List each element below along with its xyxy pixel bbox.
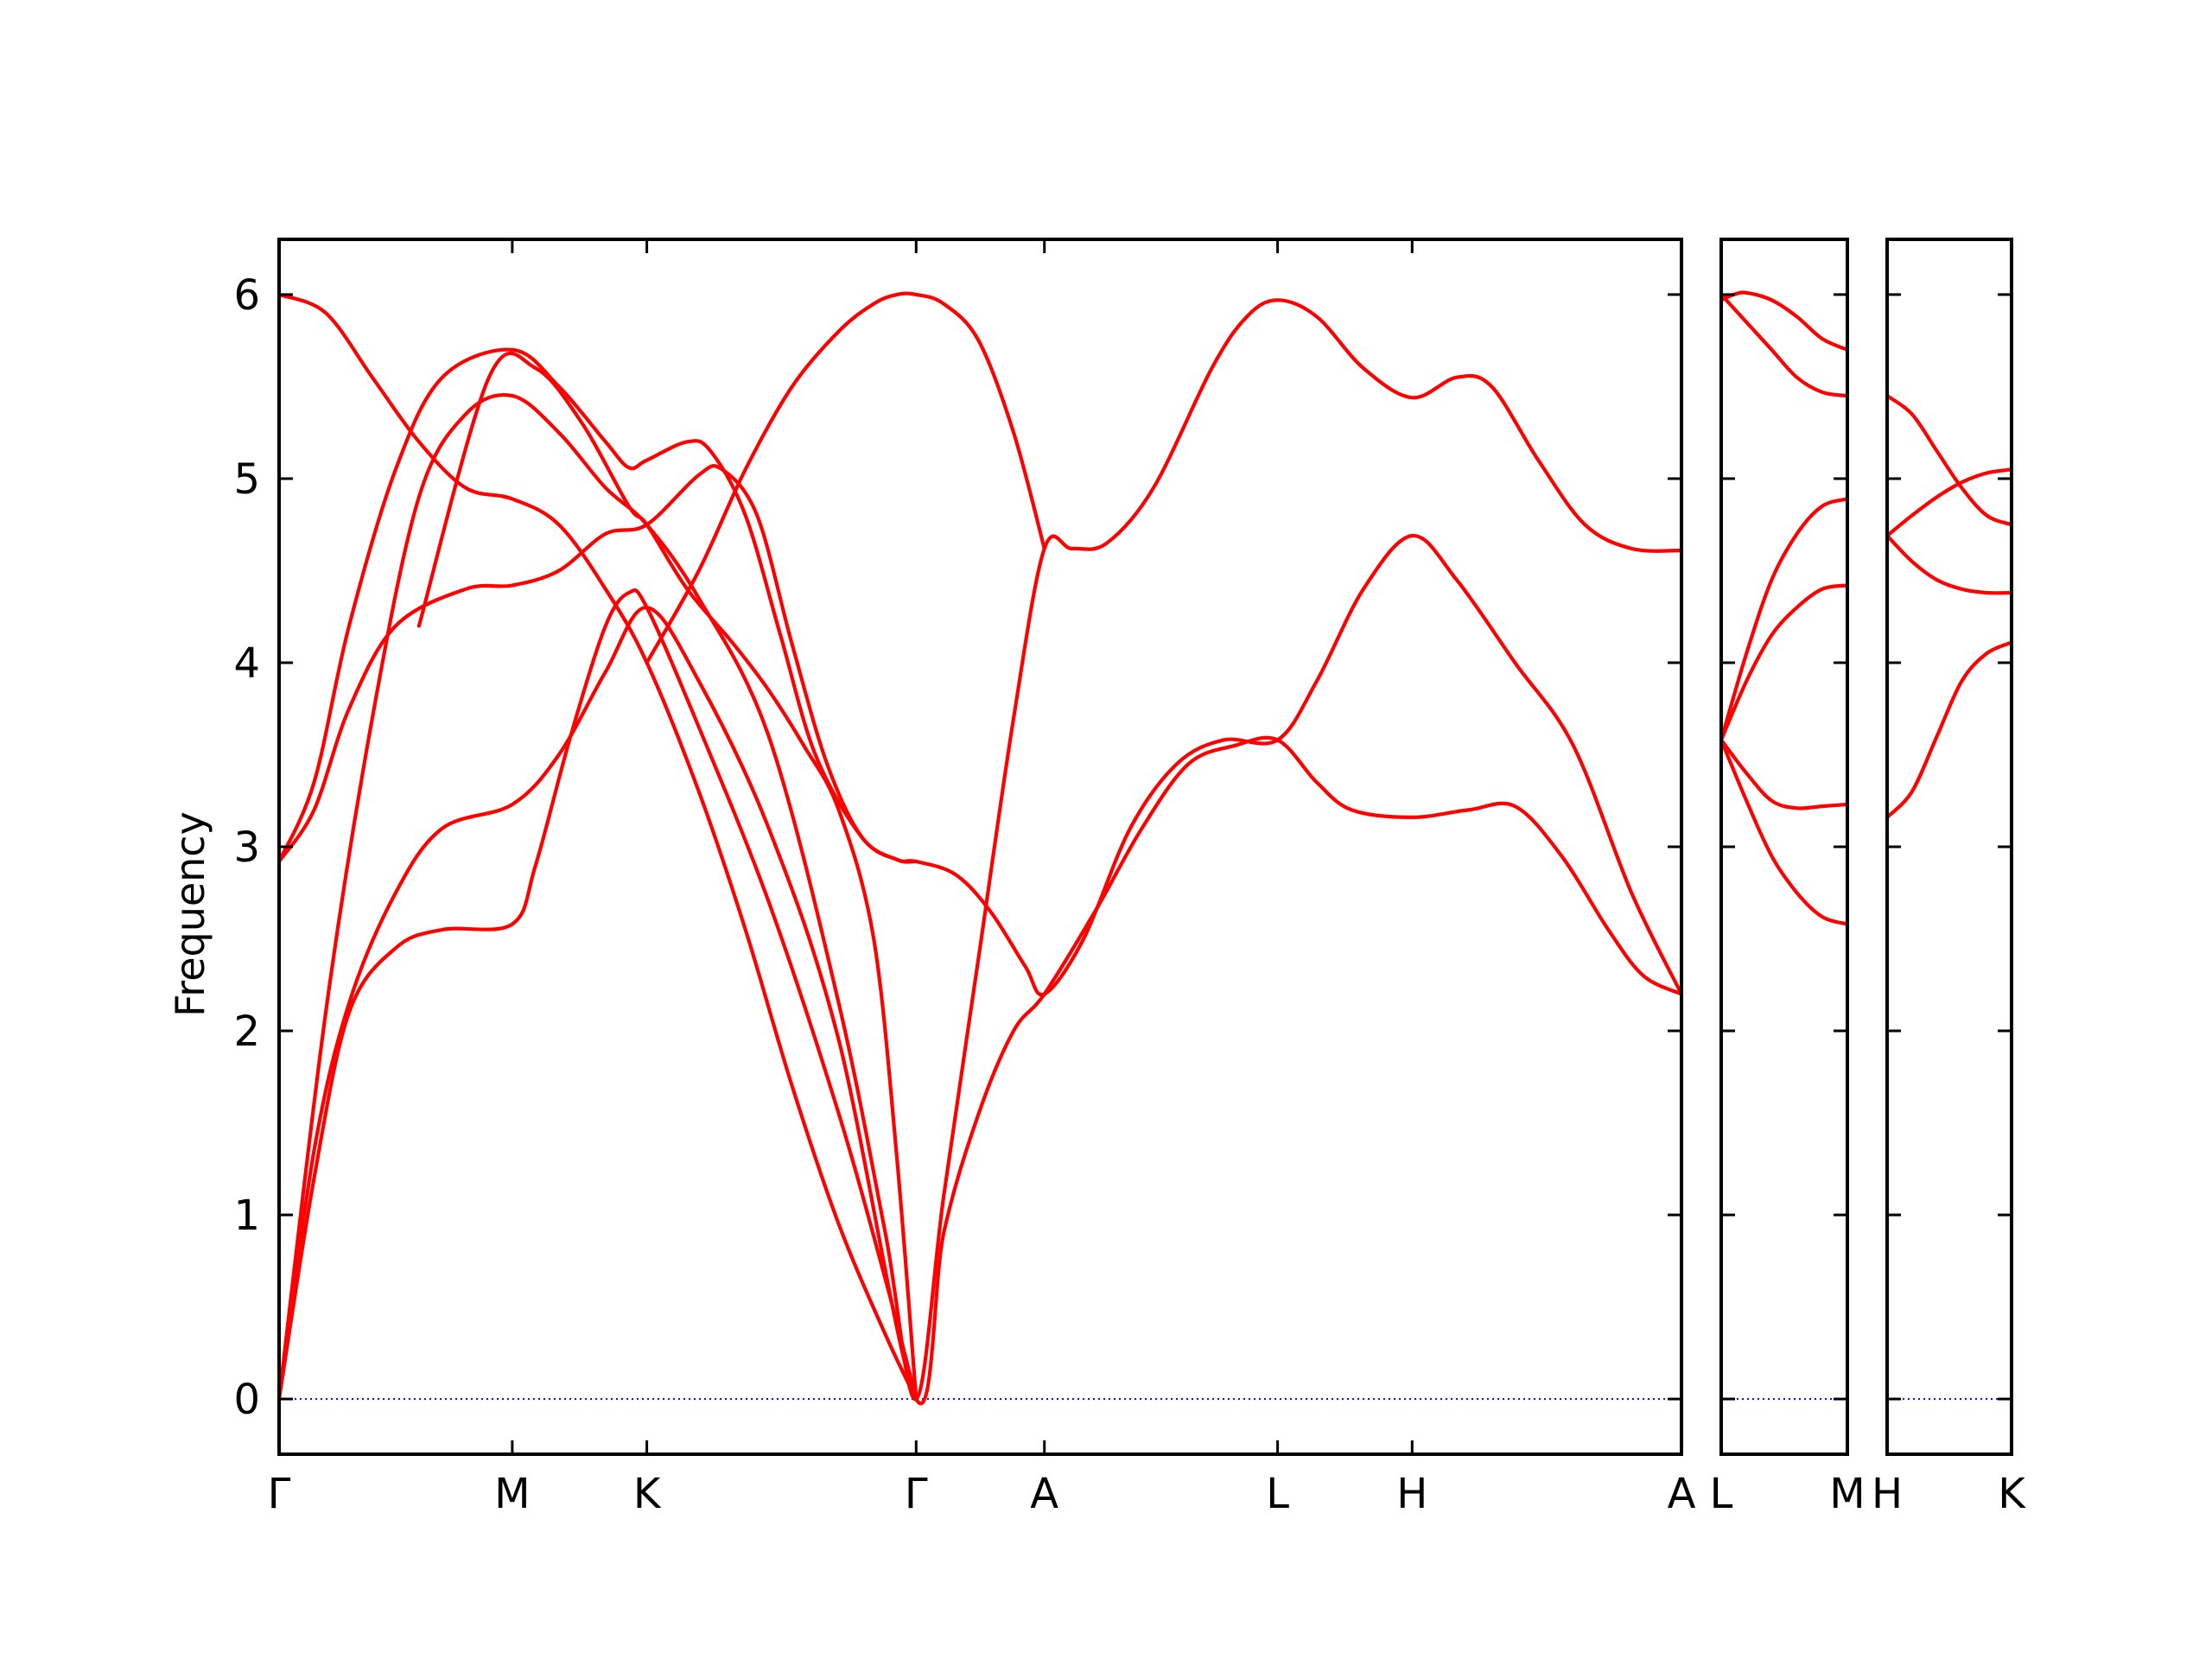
panel-frame (1885, 238, 2013, 1456)
band-3 (1887, 467, 2012, 538)
band-6 (1721, 290, 1847, 352)
band-8 (645, 291, 1046, 665)
kpoint-label: Γ (268, 1470, 291, 1518)
y-tick-label: 6 (233, 271, 260, 320)
kpoint-label: Γ (905, 1470, 928, 1518)
band-4 (1721, 497, 1847, 742)
band-7 (416, 351, 918, 1402)
band-1 (1887, 640, 2012, 819)
kpoint-label: M (1829, 1470, 1865, 1518)
bands (1721, 290, 1847, 926)
band-4 (1887, 394, 2012, 527)
kpoint-label: L (1266, 1470, 1289, 1518)
y-tick-label: 0 (233, 1376, 260, 1424)
y-tick-label: 2 (233, 1007, 260, 1056)
kpoint-label: H (1872, 1470, 1903, 1518)
y-axis-title: Frequency (167, 811, 213, 1017)
y-tick-label: 1 (233, 1192, 260, 1240)
kpoint-label: H (1396, 1470, 1427, 1518)
panel-1: 0 1 2 3 4 5 6 Γ M K Γ A L H A (233, 238, 1696, 1518)
band-1 (279, 588, 918, 1402)
band-1 (1721, 738, 1847, 926)
kpoint-label: A (1030, 1470, 1058, 1518)
panel-frame (1719, 238, 1849, 1456)
kpoint-label: M (494, 1470, 530, 1518)
band-3 (1721, 583, 1847, 742)
bands (279, 291, 1681, 1406)
y-tick-label: 5 (233, 455, 260, 504)
kpoint-label: K (1998, 1470, 2026, 1518)
kpoint-label: K (633, 1470, 662, 1518)
band-2 (1887, 533, 2012, 595)
kpoint-label: A (1668, 1470, 1696, 1518)
panel-frame (277, 238, 1683, 1456)
bands (1887, 394, 2012, 819)
y-tick-label: 4 (233, 639, 260, 688)
band-2 (1721, 738, 1847, 810)
y-tick-label: 3 (233, 823, 260, 872)
kpoint-label: L (1710, 1470, 1733, 1518)
band-5 (279, 347, 918, 864)
band-4 (279, 464, 1681, 997)
band-3 (279, 298, 1681, 1402)
band-2 (279, 606, 1681, 1406)
band-6 (279, 292, 918, 1402)
band-5 (1721, 292, 1847, 398)
